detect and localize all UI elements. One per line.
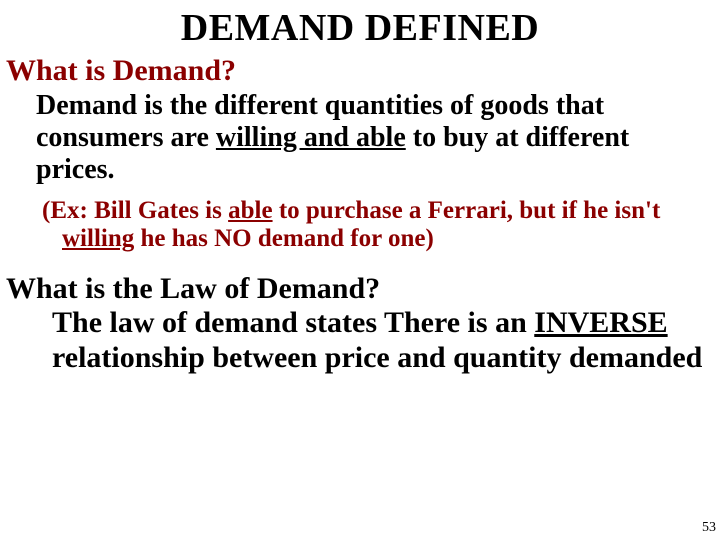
definition-2: The law of demand states There is an INV… [52, 306, 714, 375]
ex-underline-2: willing [62, 225, 134, 252]
slide-title: DEMAND DEFINED [0, 6, 720, 50]
def1-underline: willing and able [216, 122, 406, 153]
def2-text-post: relationship between price and quantity … [52, 341, 702, 374]
ex-post: he has NO demand for one) [134, 225, 434, 252]
question-2: What is the Law of Demand? [6, 272, 720, 306]
def2-text-pre: The law of demand states There is an [52, 306, 534, 339]
ex-pre: (Ex: Bill Gates is [42, 197, 228, 224]
question-1: What is Demand? [6, 54, 720, 88]
ex-mid: to purchase a Ferrari, but if he isn't [273, 197, 661, 224]
page-number: 53 [702, 520, 716, 536]
slide-container: DEMAND DEFINED What is Demand? Demand is… [0, 0, 720, 540]
ex-underline-1: able [228, 197, 272, 224]
example-text: (Ex: Bill Gates is able to purchase a Fe… [42, 197, 702, 255]
def2-underline: INVERSE [534, 306, 667, 339]
definition-1: Demand is the different quantities of go… [36, 90, 714, 187]
